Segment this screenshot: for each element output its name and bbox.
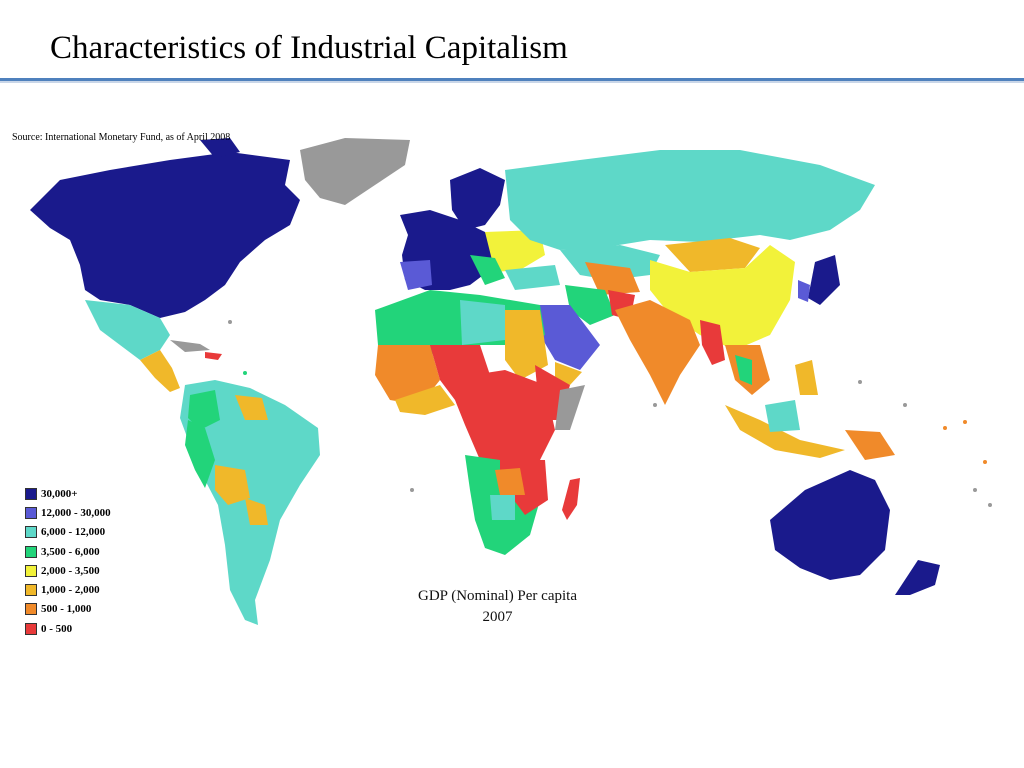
region-madagascar — [562, 478, 580, 520]
legend-item: 500 - 1,000 — [25, 600, 111, 619]
region-australia — [770, 470, 890, 580]
region-caribbean — [205, 352, 222, 360]
region-peru — [185, 420, 215, 488]
legend-swatch — [25, 526, 37, 539]
region-caspian-states — [585, 262, 640, 295]
legend-swatch — [25, 545, 37, 558]
map-source-note: Source: International Monetary Fund, as … — [12, 132, 231, 143]
region-north-america — [30, 152, 300, 318]
region-cuba — [170, 340, 210, 352]
legend-swatch — [25, 584, 37, 597]
region-gulf-of-guinea — [395, 385, 455, 415]
legend-swatch — [25, 564, 37, 577]
region-colombia — [188, 390, 220, 430]
island-dot — [963, 420, 967, 424]
region-guyanas — [235, 395, 268, 420]
legend-swatch — [25, 603, 37, 616]
island-dot — [983, 460, 987, 464]
region-libya — [460, 300, 505, 345]
region-japan — [808, 255, 840, 305]
region-borneo — [765, 400, 800, 432]
legend-label: 3,500 - 6,000 — [41, 545, 100, 558]
island-dot — [228, 320, 232, 324]
legend-swatch — [25, 622, 37, 635]
region-arabia — [535, 305, 600, 370]
legend-item: 2,000 - 3,500 — [25, 561, 111, 580]
legend-label: 500 - 1,000 — [41, 603, 92, 616]
region-sudan-egypt — [505, 310, 548, 380]
region-yemen — [555, 362, 582, 385]
island-dot — [973, 488, 977, 492]
legend-label: 1,000 - 2,000 — [41, 584, 100, 597]
legend-label: 12,000 - 30,000 — [41, 506, 111, 519]
region-west-africa — [375, 345, 440, 405]
map-caption-year: 2007 — [482, 609, 513, 625]
region-bolivia — [215, 465, 250, 505]
title-divider — [0, 78, 1024, 81]
region-turkey — [505, 265, 560, 290]
legend-label: 0 - 500 — [41, 622, 73, 635]
region-myanmar — [700, 320, 725, 365]
region-eastern-europe — [485, 230, 545, 272]
legend-item: 1,000 - 2,000 — [25, 580, 111, 599]
region-arctic-islands — [200, 138, 240, 158]
region-new-zealand — [895, 560, 940, 595]
world-gdp-map — [30, 138, 992, 625]
legend-swatch — [25, 487, 37, 500]
region-somalia — [555, 385, 585, 430]
legend-item: 3,500 - 6,000 — [25, 542, 111, 561]
region-zambia — [495, 468, 525, 495]
legend-label: 30,000+ — [41, 487, 78, 500]
map-legend: 30,000+ 12,000 - 30,000 6,000 - 12,000 3,50… — [25, 484, 111, 638]
legend-item: 12,000 - 30,000 — [25, 503, 111, 522]
map-caption: GDP (Nominal) Per capita 2007 — [380, 586, 615, 628]
title-divider-shadow — [0, 81, 1024, 83]
region-india — [615, 300, 700, 405]
region-png — [845, 430, 895, 460]
region-indonesia — [725, 405, 845, 458]
legend-label: 6,000 - 12,000 — [41, 526, 106, 539]
region-russia — [505, 150, 875, 250]
island-dot — [903, 403, 907, 407]
slide-title: Characteristics of Industrial Capitalism — [50, 30, 568, 66]
region-central-asia — [560, 245, 660, 280]
region-philippines — [795, 360, 818, 395]
island-dot — [943, 426, 947, 430]
region-thailand — [735, 355, 752, 385]
island-dot — [858, 380, 862, 384]
island-dot — [988, 503, 992, 507]
region-paraguay — [245, 498, 268, 525]
legend-item: 6,000 - 12,000 — [25, 523, 111, 542]
island-dot — [243, 371, 247, 375]
legend-label: 2,000 - 3,500 — [41, 564, 100, 577]
map-caption-title: GDP (Nominal) Per capita — [418, 588, 577, 604]
region-mongolia — [665, 238, 760, 272]
legend-item: 30,000+ — [25, 484, 111, 503]
region-korea — [798, 280, 810, 302]
legend-swatch — [25, 506, 37, 519]
region-scandinavia — [450, 168, 505, 230]
region-greenland — [300, 138, 410, 205]
island-dot — [653, 403, 657, 407]
region-angola — [465, 455, 500, 490]
region-mexico — [85, 300, 170, 360]
region-iberia — [400, 260, 432, 290]
region-central-america — [140, 350, 180, 392]
region-balkans — [470, 255, 505, 285]
legend-item: 0 - 500 — [25, 619, 111, 638]
island-dot — [410, 488, 414, 492]
region-botswana — [490, 495, 515, 520]
